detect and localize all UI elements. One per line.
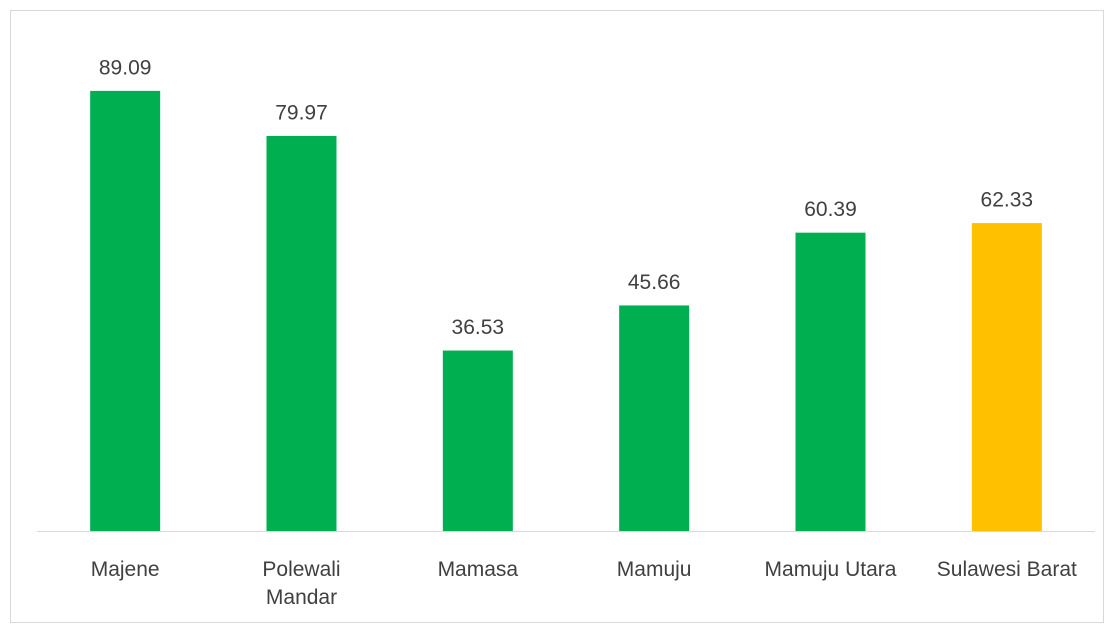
bar <box>795 232 866 531</box>
frame <box>10 10 1104 623</box>
x-tick-label: Sulawesi Barat <box>936 558 1077 581</box>
x-tick-label: Majene <box>90 558 160 581</box>
x-tick-label: Mamuju <box>616 558 692 581</box>
bar <box>971 223 1042 532</box>
bar <box>266 135 337 532</box>
value-label: 45.66 <box>628 271 681 294</box>
value-label: 62.33 <box>981 189 1034 212</box>
value-label: 89.09 <box>99 56 152 79</box>
bar <box>442 350 513 531</box>
bar <box>90 90 161 532</box>
value-label: 36.53 <box>452 316 505 339</box>
value-label: 60.39 <box>804 198 857 221</box>
x-tick-label: Mamasa <box>437 558 519 581</box>
x-tick-label: Polewali Mandar <box>262 558 341 609</box>
bar <box>619 305 690 531</box>
value-label: 79.97 <box>275 101 328 124</box>
x-tick-label: Mamuju Utara <box>764 558 897 581</box>
